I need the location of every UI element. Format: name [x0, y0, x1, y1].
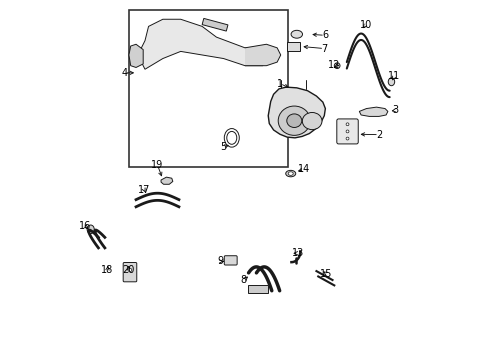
Ellipse shape — [278, 106, 310, 135]
Ellipse shape — [346, 137, 349, 140]
Text: 12: 12 — [328, 60, 341, 70]
Text: 3: 3 — [392, 105, 399, 115]
Ellipse shape — [346, 130, 349, 133]
Text: 19: 19 — [151, 160, 164, 170]
Text: 10: 10 — [360, 19, 372, 30]
Text: 16: 16 — [79, 221, 91, 231]
Text: 13: 13 — [292, 248, 304, 258]
FancyBboxPatch shape — [224, 256, 237, 265]
Text: 7: 7 — [321, 44, 327, 54]
Text: 17: 17 — [138, 185, 150, 195]
Text: 15: 15 — [320, 269, 333, 279]
Text: 18: 18 — [101, 265, 114, 275]
PathPatch shape — [161, 177, 173, 184]
FancyBboxPatch shape — [123, 262, 137, 282]
Bar — [202, 18, 228, 31]
Text: 1: 1 — [277, 78, 283, 89]
Text: 8: 8 — [241, 275, 247, 285]
Text: 5: 5 — [220, 142, 227, 152]
Text: 20: 20 — [122, 265, 135, 275]
Ellipse shape — [288, 172, 293, 175]
Ellipse shape — [334, 63, 340, 68]
Text: 2: 2 — [376, 130, 382, 140]
PathPatch shape — [359, 107, 388, 116]
Text: 14: 14 — [298, 164, 311, 174]
PathPatch shape — [268, 87, 325, 138]
Ellipse shape — [388, 78, 394, 86]
Ellipse shape — [286, 170, 296, 177]
PathPatch shape — [129, 44, 143, 67]
FancyBboxPatch shape — [337, 119, 358, 144]
Ellipse shape — [287, 114, 302, 127]
Text: 9: 9 — [218, 256, 224, 266]
Ellipse shape — [291, 30, 302, 38]
Ellipse shape — [87, 225, 94, 234]
PathPatch shape — [138, 19, 263, 69]
PathPatch shape — [245, 44, 281, 66]
Ellipse shape — [302, 112, 322, 130]
Bar — [248, 285, 268, 293]
Bar — [129, 10, 288, 167]
Bar — [287, 42, 300, 51]
Text: 6: 6 — [322, 30, 328, 40]
Text: 11: 11 — [388, 71, 400, 81]
Ellipse shape — [128, 268, 132, 272]
Ellipse shape — [346, 123, 349, 126]
Text: 4: 4 — [121, 68, 127, 78]
